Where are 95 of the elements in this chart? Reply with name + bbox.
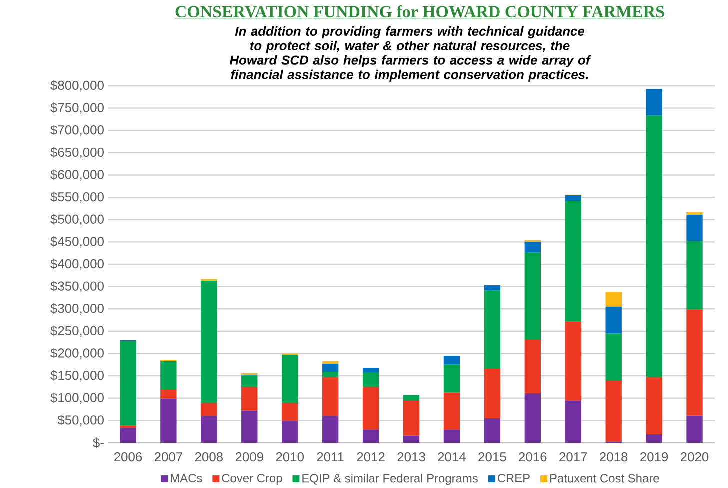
x-tick-label: 2019 — [640, 452, 668, 462]
bar — [646, 434, 662, 443]
y-tick-label: $800,000 — [50, 80, 104, 92]
bar — [322, 372, 339, 378]
bar — [120, 426, 136, 428]
bar — [524, 339, 541, 394]
x-tick-label: 2020 — [681, 452, 709, 462]
bar — [242, 376, 258, 388]
y-tick-label: $600,000 — [50, 170, 104, 181]
bar — [565, 201, 582, 322]
x-tick-label: 2008 — [195, 452, 224, 462]
bar — [120, 428, 136, 443]
y-tick-label: $700,000 — [50, 124, 104, 136]
bar — [160, 389, 177, 399]
x-tick-label: 2017 — [560, 452, 588, 462]
legend-label: MACs — [171, 474, 202, 483]
bar — [686, 416, 703, 443]
bar — [282, 355, 298, 404]
bar — [606, 306, 622, 334]
bar — [686, 241, 703, 310]
bar — [565, 195, 582, 202]
legend-label: Cover Crop — [222, 474, 282, 485]
bar — [444, 430, 460, 443]
bar — [242, 410, 258, 443]
bar — [362, 387, 380, 430]
bar — [484, 368, 501, 418]
bar — [160, 398, 177, 443]
y-tick-label: $550,000 — [50, 192, 104, 204]
y-tick-label: $300,000 — [50, 303, 104, 315]
y-tick-label: $200,000 — [50, 348, 104, 360]
bar — [686, 212, 703, 215]
bar — [282, 421, 298, 443]
bar — [565, 400, 582, 443]
bar — [646, 89, 662, 116]
x-tick-label: 2013 — [398, 452, 426, 462]
bar — [444, 392, 460, 430]
legend-label: Patuxent Cost Share — [550, 474, 660, 483]
y-tick-label: $500,000 — [50, 214, 104, 226]
bar — [403, 401, 420, 436]
x-tick-label: 2015 — [478, 452, 506, 462]
bar — [484, 290, 501, 368]
bar — [686, 310, 703, 416]
bar — [565, 322, 582, 401]
bar — [201, 416, 218, 443]
bar — [646, 116, 662, 378]
legend-label: CREP — [498, 474, 530, 483]
y-tick-label: $50,000 — [58, 415, 104, 426]
y-tick-label: $350,000 — [50, 281, 104, 292]
bar — [403, 436, 420, 443]
y-tick-label: $650,000 — [50, 147, 104, 159]
legend-label: EQIP & similar Federal Programs — [302, 474, 478, 486]
bar — [282, 403, 298, 422]
bar — [322, 361, 339, 364]
bar — [646, 377, 662, 434]
bar — [444, 364, 460, 393]
bar — [362, 368, 380, 372]
bar — [160, 361, 177, 390]
bar — [362, 430, 380, 443]
y-tick-label: $450,000 — [50, 236, 104, 248]
bar — [362, 372, 380, 388]
x-tick-label: 2011 — [317, 452, 344, 462]
bar — [606, 292, 622, 307]
chart-title: CONSERVATION FUNDING for HOWARD COUNTY FARMERS — [176, 5, 664, 18]
bar — [322, 377, 339, 416]
bar — [201, 403, 218, 416]
bar — [606, 334, 622, 381]
bar — [403, 395, 420, 401]
chart-subtitle: In addition to providing farmers with technical guidance to protect soil, water & other natural resources, the Howard SCD also helps farmers to access a wide array of financial assistance to implement conservation practices. — [230, 26, 592, 82]
bar — [120, 341, 136, 426]
x-tick-label: 2012 — [357, 452, 385, 462]
bar — [524, 252, 541, 340]
y-tick-label: $250,000 — [50, 326, 104, 338]
bar — [322, 416, 339, 443]
y-tick-label: $750,000 — [50, 102, 104, 114]
x-tick-label: 2010 — [276, 452, 304, 462]
x-tick-label: 2014 — [438, 452, 466, 462]
x-tick-label: 2006 — [114, 452, 142, 462]
bar — [606, 380, 622, 442]
bar — [242, 387, 258, 411]
x-tick-label: 2016 — [519, 452, 547, 462]
bar — [524, 242, 541, 253]
bar — [322, 364, 339, 372]
y-tick-label: $400,000 — [50, 258, 104, 270]
y-tick-label: $150,000 — [50, 370, 104, 382]
bar — [484, 285, 501, 291]
bar — [524, 393, 541, 443]
x-tick-label: 2009 — [236, 452, 264, 462]
bar — [444, 356, 460, 365]
x-tick-label: 2018 — [600, 452, 628, 462]
bar — [686, 214, 703, 242]
x-tick-label: 2007 — [154, 452, 182, 462]
bar — [201, 280, 218, 404]
bar — [484, 418, 501, 443]
y-tick-label: $- — [93, 438, 104, 448]
y-tick-label: $100,000 — [50, 392, 104, 404]
